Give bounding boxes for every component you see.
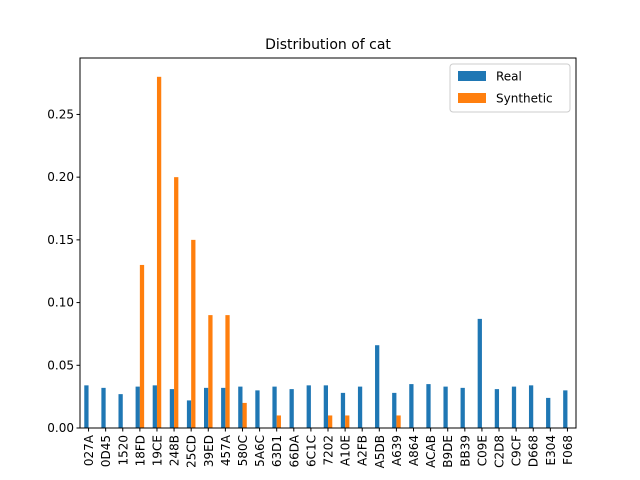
bar-synthetic-39ED	[208, 315, 213, 428]
x-tick-label: 39ED	[202, 435, 216, 467]
x-tick-label: A2FB	[356, 435, 370, 466]
x-tick-label: E304	[544, 435, 558, 466]
x-tick-label: 0D45	[99, 435, 113, 467]
y-tick-label: 0.20	[47, 170, 74, 184]
chart-title: Distribution of cat	[265, 37, 391, 53]
x-tick-label: 248B	[168, 435, 182, 466]
bar-real-0D45	[101, 387, 106, 428]
bar-real-66DA	[289, 389, 294, 428]
bar-real-C9CF	[511, 386, 517, 428]
x-tick-label: 1520	[116, 435, 130, 466]
bar-real-C09E	[477, 318, 482, 428]
legend: Real Synthetic	[449, 63, 571, 113]
x-tick-label: C9CF	[510, 435, 524, 466]
legend-swatch-synthetic	[458, 93, 486, 103]
x-tick-label: D668	[527, 435, 541, 467]
y-tick-label: 0.25	[47, 107, 74, 121]
bar-real-D668	[528, 385, 534, 428]
bar-real-1520	[118, 394, 123, 428]
bar-real-25CD	[186, 400, 192, 428]
x-tick-label: 66DA	[287, 434, 301, 467]
bar-real-027A	[84, 385, 89, 428]
x-tick-label: A5DB	[373, 435, 387, 468]
bar-real-B9DE	[443, 386, 448, 428]
bar-real-E304	[546, 397, 551, 428]
bar-synthetic-248B	[174, 177, 179, 428]
bar-real-A639	[392, 392, 397, 428]
bar-synthetic-18FD	[139, 264, 145, 428]
bar-synthetic-457A	[225, 315, 230, 428]
plot-frame	[79, 57, 577, 429]
bar-real-5A6C	[255, 390, 260, 428]
x-tick-label: 7202	[322, 435, 336, 466]
x-tick-label: 027A	[82, 434, 96, 466]
y-tick-label: 0.15	[47, 233, 74, 247]
x-tick-label: 18FD	[133, 435, 147, 466]
x-tick-label: 63D1	[270, 435, 284, 467]
x-tick-label: B9DE	[441, 435, 455, 468]
legend-label-real: Real	[496, 70, 522, 84]
x-axis: 027A 0D45 1520 18FD 19CE 248B 25CD 39ED 457A 580C…	[82, 428, 575, 468]
x-tick-label: 580C	[236, 435, 250, 466]
y-tick-label: 0.05	[47, 358, 74, 372]
x-tick-label: 5A6C	[253, 435, 267, 467]
x-tick-label: 6C1C	[304, 435, 318, 467]
bar-real-6C1C	[306, 385, 311, 428]
bar-real-39ED	[204, 387, 209, 428]
bar-real-ACAB	[426, 384, 431, 428]
bar-synthetic-A639	[396, 415, 401, 428]
x-tick-label: 25CD	[185, 435, 199, 468]
bar-real-F068	[563, 390, 568, 428]
y-tick-label: 0.10	[47, 296, 74, 310]
bar-synthetic-25CD	[191, 239, 196, 428]
x-tick-label: A10E	[339, 435, 353, 466]
bar-synthetic-19CE	[156, 76, 162, 428]
bar-synthetic-580C	[242, 402, 247, 428]
bar-real-248B	[169, 389, 175, 428]
bar-synthetic-A10E	[345, 415, 350, 428]
bar-real-A2FB	[357, 386, 363, 428]
x-tick-label: 457A	[219, 434, 233, 466]
legend-label-synthetic: Synthetic	[496, 92, 553, 106]
bar-real-18FD	[135, 386, 140, 428]
bar-real-63D1	[272, 386, 277, 428]
x-tick-label: 19CE	[150, 435, 164, 466]
bar-real-580C	[238, 386, 243, 428]
x-tick-label: ACAB	[424, 435, 438, 468]
bar-real-A864	[409, 384, 414, 428]
x-tick-label: F068	[561, 435, 575, 465]
x-tick-label: A639	[390, 435, 404, 466]
bar-real-457A	[221, 387, 226, 428]
bar-synthetic-7202	[328, 415, 333, 428]
bar-real-A5DB	[375, 345, 380, 428]
x-tick-label: C09E	[475, 435, 489, 466]
bar-real-C2D8	[494, 389, 500, 428]
bar-real-19CE	[152, 385, 157, 428]
bar-real-7202	[323, 385, 328, 428]
x-tick-label: C2D8	[493, 435, 507, 468]
bars-group	[84, 76, 568, 428]
y-tick-label: 0.00	[47, 421, 74, 435]
bar-real-BB39	[460, 387, 465, 428]
x-tick-label: A864	[407, 435, 421, 466]
bar-synthetic-63D1	[276, 415, 281, 428]
bar-real-A10E	[340, 392, 346, 428]
y-axis: 0.00 0.05 0.10 0.15 0.20 0.25	[47, 107, 80, 435]
legend-swatch-real	[458, 71, 486, 81]
x-tick-label: BB39	[458, 435, 472, 467]
